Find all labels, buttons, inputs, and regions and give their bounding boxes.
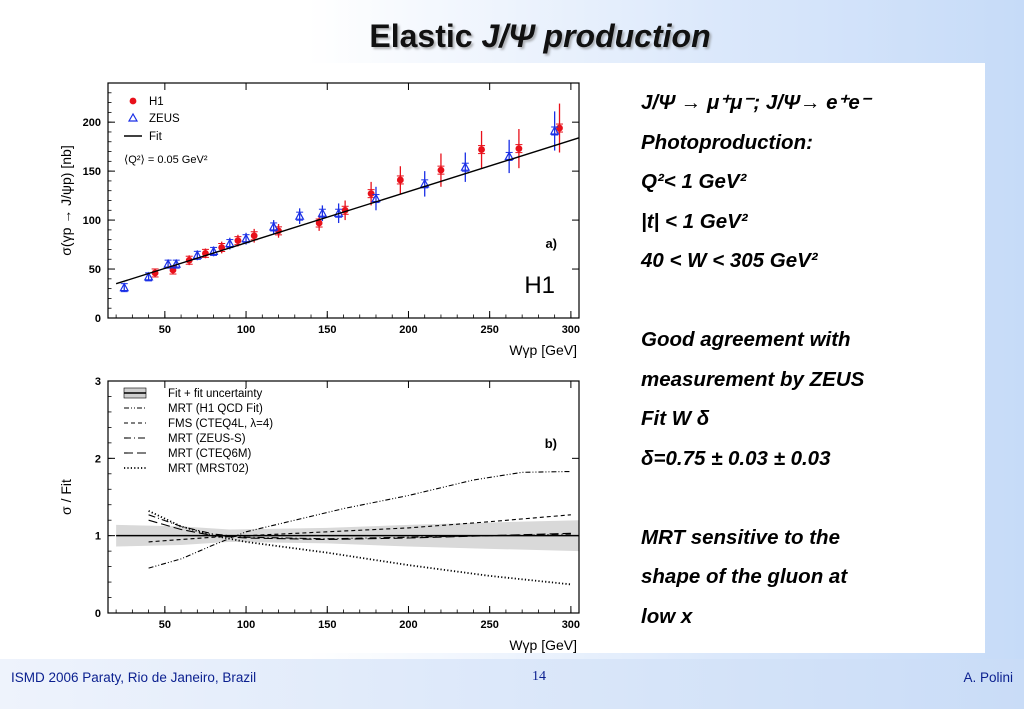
plot-frame	[107, 380, 580, 614]
h1-data-point	[396, 176, 404, 184]
model-curve	[148, 519, 571, 541]
x-tick-label: 50	[159, 324, 171, 336]
h1-data-point	[556, 124, 563, 132]
model-curve	[148, 510, 571, 586]
model-curve	[148, 514, 571, 543]
zeus-data-point	[143, 271, 154, 281]
y-tick-label: 50	[89, 264, 101, 276]
text-line-8: Fit W δ	[641, 407, 710, 430]
h1-data-point	[515, 145, 523, 153]
chart-a: 50 100 150 200 250 300 0 50 100 150 200 σ(γp → J/ψp…	[58, 82, 580, 358]
y-tick-label: 100	[83, 215, 101, 227]
x-tick-label: 300	[562, 324, 580, 336]
footer-page-number: 14	[532, 669, 546, 684]
x-tick-label: 150	[318, 324, 336, 336]
y-axis-label: σ(γp → J/ψp) [nb]	[58, 145, 74, 255]
h1-data-point	[315, 219, 323, 227]
slide-bullets: J/Ψ → μ⁺μ⁻; J/Ψ→ e⁺e⁻ Photoproduction: Q…	[641, 83, 871, 636]
text-line-11: MRT sensitive to the	[641, 525, 840, 549]
legend-a: H1 ZEUS Fit ⟨Q²⟩ = 0.05 GeV²	[124, 96, 208, 166]
text-line-12: shape of the gluon at	[641, 565, 848, 588]
x-tick-label: 200	[399, 619, 417, 631]
x-tick-label: 100	[237, 324, 255, 336]
x-tick-label: 50	[159, 619, 171, 631]
chart-b: 50 100 150 200 250 300 0 1 2 3 σ / Fit Wγp [GeV] b) F…	[58, 376, 580, 653]
y-tick-label: 2	[95, 453, 101, 465]
legend-label: FMS (CTEQ4L, λ=4)	[168, 418, 273, 430]
legend-label: MRT (MRST02)	[168, 463, 249, 475]
model-curve	[148, 514, 571, 540]
zeus-data-point	[460, 161, 471, 171]
legend-q2-note: ⟨Q²⟩ = 0.05 GeV²	[124, 154, 208, 166]
footer-bar	[0, 659, 1024, 709]
legend-zeus-label: ZEUS	[149, 113, 180, 125]
text-line-4: 40 < W < 305 GeV²	[641, 249, 818, 272]
y-tick-label: 1	[95, 531, 101, 543]
footer-conference: ISMD 2006 Paraty, Rio de Janeiro, Brazil	[11, 670, 257, 685]
y-tick-label: 150	[83, 166, 101, 178]
slide-title: Elastic J/Ψ production	[369, 18, 711, 54]
x-tick-label: 100	[237, 619, 255, 631]
zeus-data-point	[268, 221, 279, 231]
x-tick-label: 150	[318, 619, 336, 631]
footer-author: A. Polini	[963, 670, 1013, 685]
text-line-13: low x	[641, 604, 693, 628]
panel-label: a)	[545, 236, 557, 251]
legend-label: Fit + fit uncertainty	[168, 388, 263, 400]
legend-h1-marker	[129, 97, 137, 105]
legend-h1-label: H1	[149, 96, 164, 108]
zeus-data-point	[549, 125, 560, 135]
text-line-3: |t| < 1 GeV²	[641, 209, 748, 233]
x-axis-label: Wγp [GeV]	[509, 342, 577, 358]
y-tick-label: 0	[95, 608, 101, 620]
panel-label: b)	[545, 436, 557, 451]
legend-zeus-marker	[127, 112, 139, 122]
legend-label: MRT (H1 QCD Fit)	[168, 403, 263, 415]
text-line-0: J/Ψ → μ⁺μ⁻; J/Ψ→ e⁺e⁻	[641, 91, 871, 114]
y-tick-label: 3	[95, 376, 101, 388]
zeus-data-point	[241, 233, 251, 243]
h1-data-point	[250, 232, 258, 240]
legend-b: Fit + fit uncertainty MRT (H1 QCD Fit) FMS…	[123, 387, 273, 475]
h1-data-point	[234, 237, 242, 245]
text-line-1: Photoproduction:	[641, 130, 813, 154]
zeus-data-point	[119, 282, 130, 292]
legend-label: MRT (ZEUS-S)	[168, 433, 246, 445]
y-tick-label: 200	[83, 117, 101, 129]
zeus-data-point	[294, 210, 305, 220]
text-line-2: Q²< 1 GeV²	[641, 170, 747, 193]
text-line-5	[641, 281, 871, 321]
y-tick-label: 0	[95, 313, 101, 325]
x-tick-label: 300	[562, 619, 580, 631]
legend-fit-label: Fit	[149, 131, 163, 143]
model-curve	[148, 470, 571, 569]
legend-label: MRT (CTEQ6M)	[168, 448, 251, 460]
fit-line	[115, 137, 580, 285]
y-axis-label: σ / Fit	[58, 479, 74, 515]
h1-data-point	[367, 190, 375, 198]
x-tick-label: 250	[480, 619, 498, 631]
x-tick-label: 250	[480, 324, 498, 336]
text-line-7: measurement by ZEUS	[641, 367, 865, 391]
zeus-data-point	[208, 246, 219, 256]
h1-data-point	[478, 146, 485, 153]
h1-data-point	[437, 166, 445, 174]
x-tick-label: 200	[399, 324, 417, 336]
text-line-6: Good agreement with	[641, 328, 851, 351]
text-line-9: δ=0.75 ± 0.03 ± 0.03	[641, 446, 831, 470]
h1-logo-text: H1	[524, 272, 555, 299]
text-line-10	[641, 478, 871, 518]
plot-frame	[107, 82, 580, 319]
x-axis-label: Wγp [GeV]	[509, 637, 577, 653]
zeus-data-point	[225, 238, 235, 248]
zeus-data-point	[317, 207, 328, 217]
